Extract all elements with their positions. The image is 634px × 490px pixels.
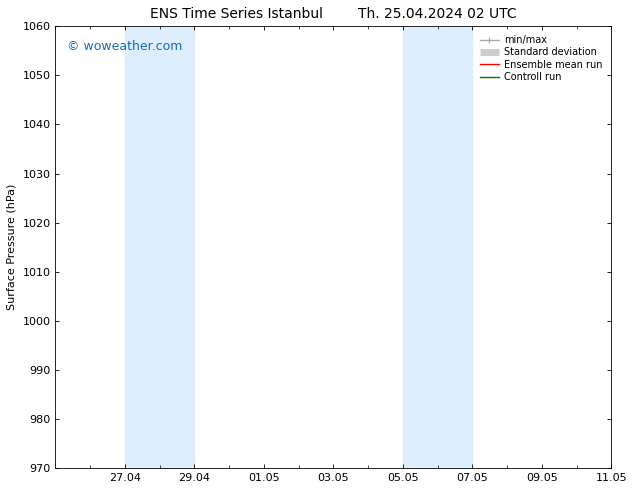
Y-axis label: Surface Pressure (hPa): Surface Pressure (hPa) — [7, 184, 17, 311]
Text: © woweather.com: © woweather.com — [67, 40, 182, 52]
Bar — [403, 26, 472, 468]
Bar — [125, 26, 195, 468]
Legend: min/max, Standard deviation, Ensemble mean run, Controll run: min/max, Standard deviation, Ensemble me… — [476, 31, 606, 86]
Title: ENS Time Series Istanbul        Th. 25.04.2024 02 UTC: ENS Time Series Istanbul Th. 25.04.2024 … — [150, 7, 517, 21]
